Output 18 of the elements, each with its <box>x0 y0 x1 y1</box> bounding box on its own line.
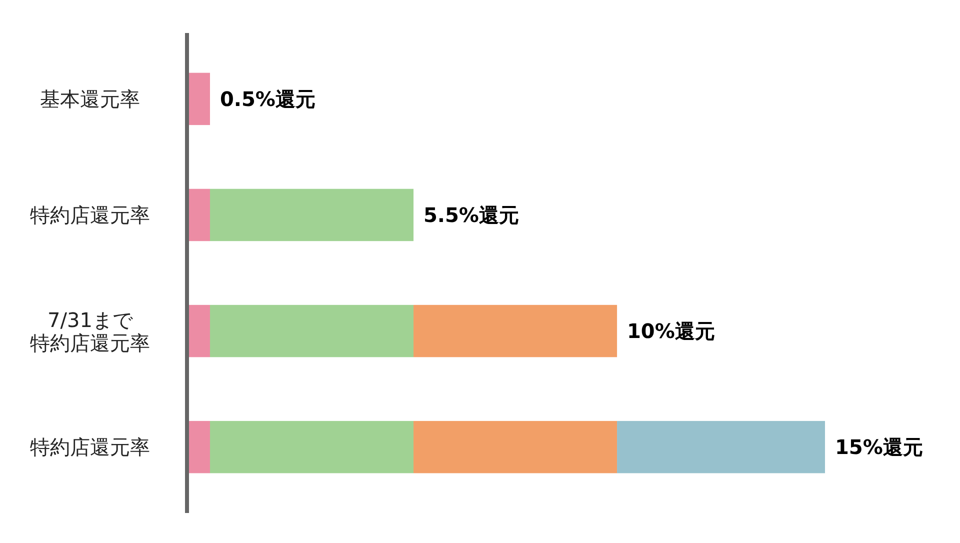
annotation: 10%還元 <box>627 319 715 344</box>
y-tick-label: 7/31まで特約店還元率 <box>30 308 150 356</box>
bar <box>210 188 414 242</box>
bar <box>210 304 414 358</box>
bar <box>189 72 210 126</box>
bar <box>210 420 414 474</box>
bar <box>189 304 210 358</box>
bar <box>189 420 210 474</box>
bar <box>414 304 618 358</box>
text: 15%還元 <box>835 435 923 460</box>
bar <box>189 188 210 242</box>
annotation: 0.5%還元 <box>220 86 316 111</box>
y-tick-label: 特約店還元率 <box>30 202 150 227</box>
bar <box>414 420 618 474</box>
y-tick-label: 特約店還元率 <box>30 435 150 460</box>
bar <box>617 420 825 474</box>
y-tick-label: 基本還元率 <box>40 86 140 111</box>
annotation: 5.5%還元 <box>424 202 519 227</box>
